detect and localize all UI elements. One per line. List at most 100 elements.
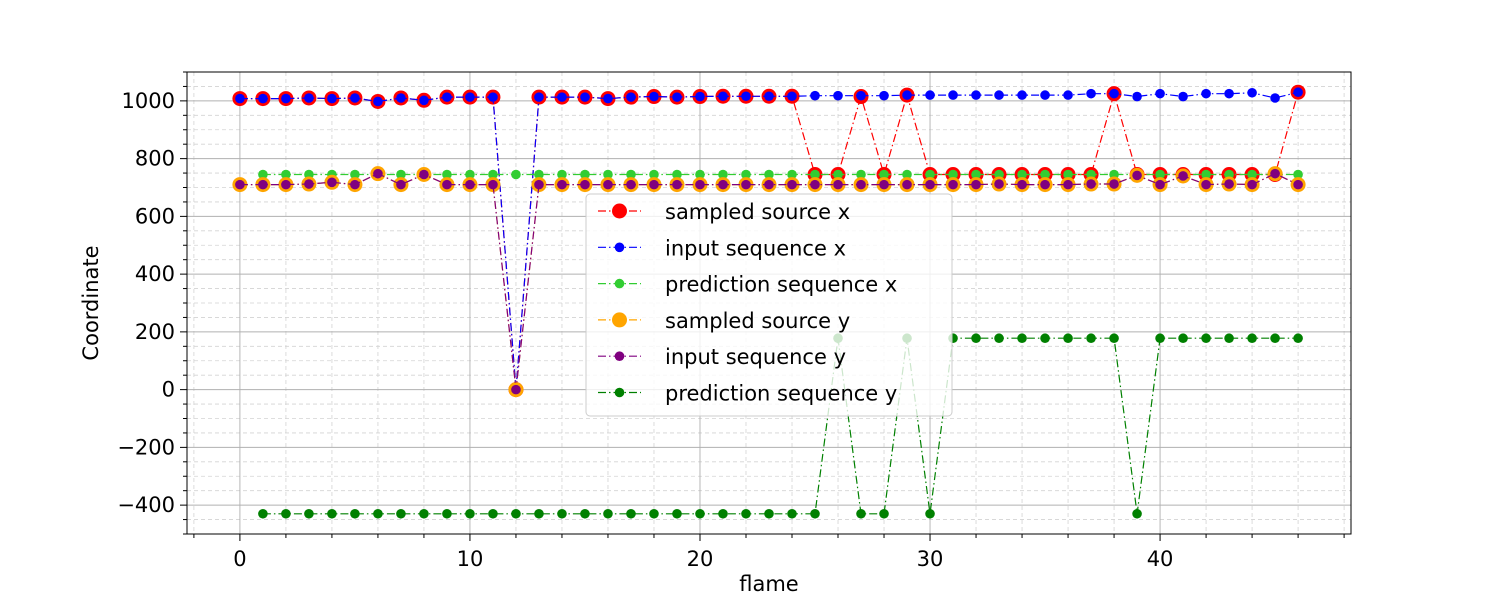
data-point <box>902 90 912 100</box>
data-point <box>1155 179 1165 190</box>
data-point <box>235 93 245 104</box>
data-point <box>764 169 774 180</box>
data-point <box>1017 169 1027 180</box>
data-point <box>1270 168 1280 179</box>
data-point <box>1040 333 1050 344</box>
data-point <box>856 169 866 180</box>
data-point <box>258 93 268 104</box>
data-point <box>557 179 567 190</box>
data-point <box>718 91 728 102</box>
data-point <box>994 90 1004 100</box>
data-point <box>557 508 567 519</box>
data-point <box>879 179 889 190</box>
data-point <box>626 508 636 519</box>
data-point <box>304 508 314 519</box>
data-point <box>741 169 751 180</box>
data-point <box>258 169 268 180</box>
legend-label: prediction sequence y <box>665 382 897 406</box>
data-point <box>327 508 337 519</box>
data-point <box>1293 179 1303 190</box>
series-line <box>262 337 1299 515</box>
data-point <box>787 91 797 102</box>
data-point <box>1132 170 1142 181</box>
data-point <box>1155 88 1165 99</box>
data-point <box>1040 169 1050 180</box>
data-point <box>1086 169 1096 180</box>
data-point <box>1247 87 1257 98</box>
data-point <box>764 508 774 519</box>
data-point <box>281 93 291 104</box>
data-point <box>695 179 705 190</box>
data-point <box>994 333 1004 344</box>
data-point <box>442 508 452 519</box>
data-point <box>764 91 774 102</box>
data-point <box>281 508 291 519</box>
data-point <box>373 168 383 179</box>
data-point <box>557 92 567 102</box>
data-point <box>603 508 613 519</box>
data-point <box>833 179 843 190</box>
data-point <box>741 508 751 519</box>
data-point <box>994 169 1004 180</box>
data-point <box>971 169 981 180</box>
data-point <box>350 169 360 180</box>
data-point <box>810 508 820 519</box>
y-tick-label: 600 <box>135 204 175 228</box>
data-point <box>465 508 475 519</box>
legend-label: input sequence y <box>665 345 846 369</box>
data-point <box>1109 179 1119 189</box>
legend-box <box>585 193 953 417</box>
legend-marker <box>614 351 625 362</box>
legend-marker <box>614 242 625 253</box>
data-point <box>304 93 314 103</box>
data-point <box>1247 169 1257 180</box>
data-point <box>373 508 383 519</box>
data-point <box>902 169 912 180</box>
data-point <box>327 177 337 188</box>
data-point <box>787 179 797 190</box>
y-tick-label: 800 <box>135 147 175 171</box>
data-point <box>1155 333 1165 344</box>
data-point <box>396 508 406 519</box>
y-tick-label: 200 <box>135 320 175 344</box>
data-point <box>534 508 544 519</box>
legend: sampled source x input sequence x predicti… <box>585 193 953 417</box>
data-point <box>971 90 981 100</box>
data-point <box>350 93 360 103</box>
data-point <box>994 179 1004 189</box>
data-point <box>534 179 544 190</box>
data-point <box>1063 169 1073 180</box>
data-point <box>511 169 521 180</box>
data-point <box>465 179 475 190</box>
data-point <box>948 169 958 180</box>
data-point <box>396 179 406 190</box>
data-point <box>695 169 705 180</box>
data-point <box>1109 333 1119 344</box>
data-point <box>465 92 475 102</box>
data-point <box>1224 333 1234 344</box>
x-tick-label: 40 <box>1147 547 1174 571</box>
data-point <box>718 508 728 519</box>
data-point <box>258 179 268 190</box>
data-point <box>1017 179 1027 190</box>
data-point <box>1132 508 1142 519</box>
data-point <box>603 93 613 104</box>
data-point <box>948 179 958 190</box>
data-point <box>1224 179 1234 189</box>
data-point <box>856 508 866 519</box>
data-point <box>649 91 659 102</box>
data-point <box>258 508 268 519</box>
data-point <box>695 508 705 519</box>
data-point <box>787 508 797 519</box>
data-point <box>902 179 912 190</box>
data-point <box>1086 333 1096 344</box>
data-point <box>1109 169 1119 180</box>
data-point <box>741 91 751 102</box>
data-point <box>626 179 636 190</box>
data-point <box>879 508 889 519</box>
data-point <box>534 169 544 180</box>
y-axis-label: Coordinate <box>79 245 103 360</box>
data-point <box>580 179 590 190</box>
data-point <box>626 92 636 102</box>
data-point <box>948 90 958 100</box>
